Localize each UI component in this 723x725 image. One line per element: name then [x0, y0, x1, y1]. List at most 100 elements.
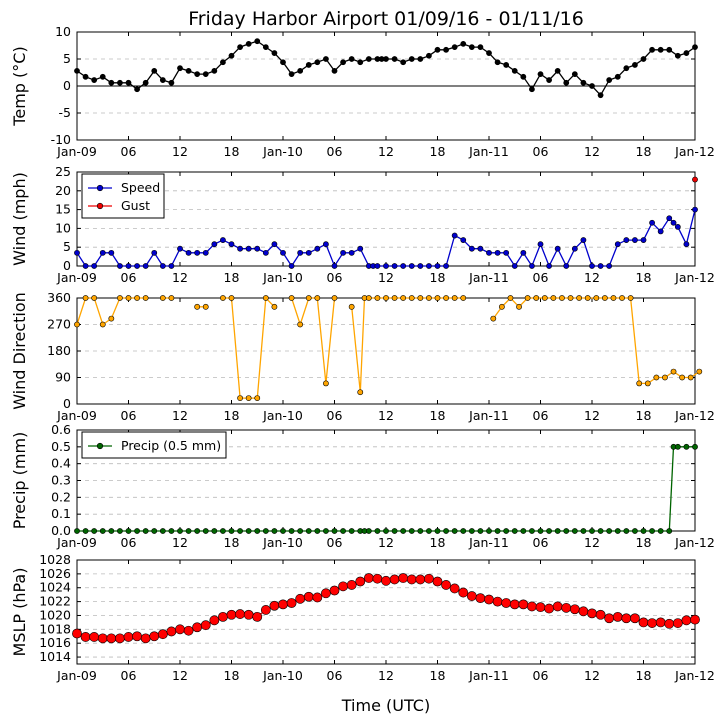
data-point: [417, 295, 424, 301]
data-point: [297, 321, 304, 328]
x-tick-label: Jan-10: [262, 408, 303, 423]
data-point: [348, 528, 355, 534]
data-point: [640, 237, 647, 243]
data-point: [424, 573, 434, 584]
y-tick-label: 1024: [39, 580, 71, 595]
data-point: [372, 573, 383, 584]
data-point: [544, 603, 554, 614]
data-point: [520, 249, 527, 256]
data-point: [82, 295, 89, 301]
data-point: [374, 295, 381, 301]
x-tick-label: 18: [636, 668, 652, 683]
data-point: [546, 263, 552, 269]
data-point: [348, 249, 355, 256]
y-tick-label: 10: [55, 220, 71, 235]
data-point: [286, 598, 297, 608]
y-tick-label: 1016: [39, 635, 71, 650]
data-point: [305, 249, 312, 256]
data-point: [589, 528, 595, 534]
x-tick-label: 18: [224, 270, 240, 285]
data-point: [632, 528, 638, 534]
mslp-panel: Jan-09 06 12 18 Jan-10 06 12 18 Jan-11 06 12 18 Jan-…: [10, 552, 715, 683]
x-tick-label: 18: [430, 535, 446, 550]
data-point: [82, 528, 89, 534]
legend-marker: [96, 202, 104, 210]
data-point: [541, 295, 548, 301]
data-point: [511, 528, 518, 534]
data-point: [149, 631, 160, 642]
data-point: [674, 52, 681, 59]
data-point: [331, 263, 338, 269]
data-point: [657, 46, 664, 53]
data-point: [434, 528, 441, 534]
data-point: [632, 237, 638, 243]
data-point: [117, 79, 123, 86]
x-tick-label: 12: [378, 408, 394, 423]
data-point: [271, 50, 278, 56]
data-point: [657, 528, 664, 534]
data-point: [226, 609, 237, 620]
data-point: [271, 528, 278, 534]
data-point: [295, 593, 306, 604]
data-point: [80, 632, 91, 642]
data-point: [159, 263, 166, 269]
data-point: [400, 263, 407, 269]
data-point: [99, 73, 106, 80]
figure-title: Friday Harbor Airport 01/09/16 - 01/11/1…: [188, 8, 584, 30]
y-tick-label: 20: [55, 183, 71, 198]
data-point: [432, 576, 443, 587]
x-tick-label: 18: [636, 408, 652, 423]
data-point: [108, 528, 115, 534]
data-point: [331, 67, 338, 74]
data-point: [151, 67, 158, 74]
data-point: [578, 606, 589, 617]
x-tick-label: 06: [533, 408, 549, 423]
data-point: [363, 573, 374, 583]
data-point: [108, 249, 115, 256]
x-tick-label: 18: [430, 408, 446, 423]
plot-frame: [76, 297, 696, 405]
data-point: [537, 528, 544, 534]
data-point: [460, 528, 467, 534]
data-point: [91, 528, 98, 534]
data-point: [220, 59, 226, 66]
y-tick-label: 25: [55, 164, 71, 179]
data-point: [520, 528, 527, 534]
x-tick-label: Jan-11: [468, 270, 509, 285]
data-point: [142, 528, 149, 534]
data-point: [183, 625, 194, 636]
data-point: [323, 380, 329, 387]
data-point: [297, 67, 304, 74]
data-point: [391, 295, 398, 301]
data-point: [468, 528, 475, 534]
data-point: [269, 600, 280, 611]
data-point: [529, 263, 535, 269]
y-tick-label: 0.6: [51, 422, 71, 437]
data-point: [228, 241, 235, 248]
precip-panel: Jan-09 06 12 18 Jan-10 06 12 18 Jan-11 06 12 18 Jan-…: [10, 422, 715, 550]
data-point: [314, 245, 321, 252]
data-point: [606, 528, 613, 534]
data-point: [571, 71, 578, 78]
data-point: [550, 295, 557, 301]
data-point: [211, 241, 218, 248]
data-point: [666, 528, 673, 534]
data-point: [426, 528, 432, 534]
data-point: [357, 59, 364, 66]
data-point: [477, 528, 484, 534]
data-point: [194, 528, 201, 534]
data-point: [692, 206, 698, 213]
y-axis-label: Temp (°C): [10, 46, 29, 126]
x-tick-label: 18: [430, 668, 446, 683]
data-point: [672, 618, 683, 628]
data-point: [220, 295, 226, 301]
data-point: [623, 65, 630, 72]
data-point: [415, 574, 426, 585]
y-axis-label: MSLP (hPa): [10, 568, 29, 657]
data-point: [657, 228, 664, 235]
data-point: [569, 604, 580, 615]
legend-marker: [96, 184, 104, 192]
data-point: [175, 624, 185, 635]
data-point: [606, 77, 613, 83]
data-point: [329, 585, 340, 596]
